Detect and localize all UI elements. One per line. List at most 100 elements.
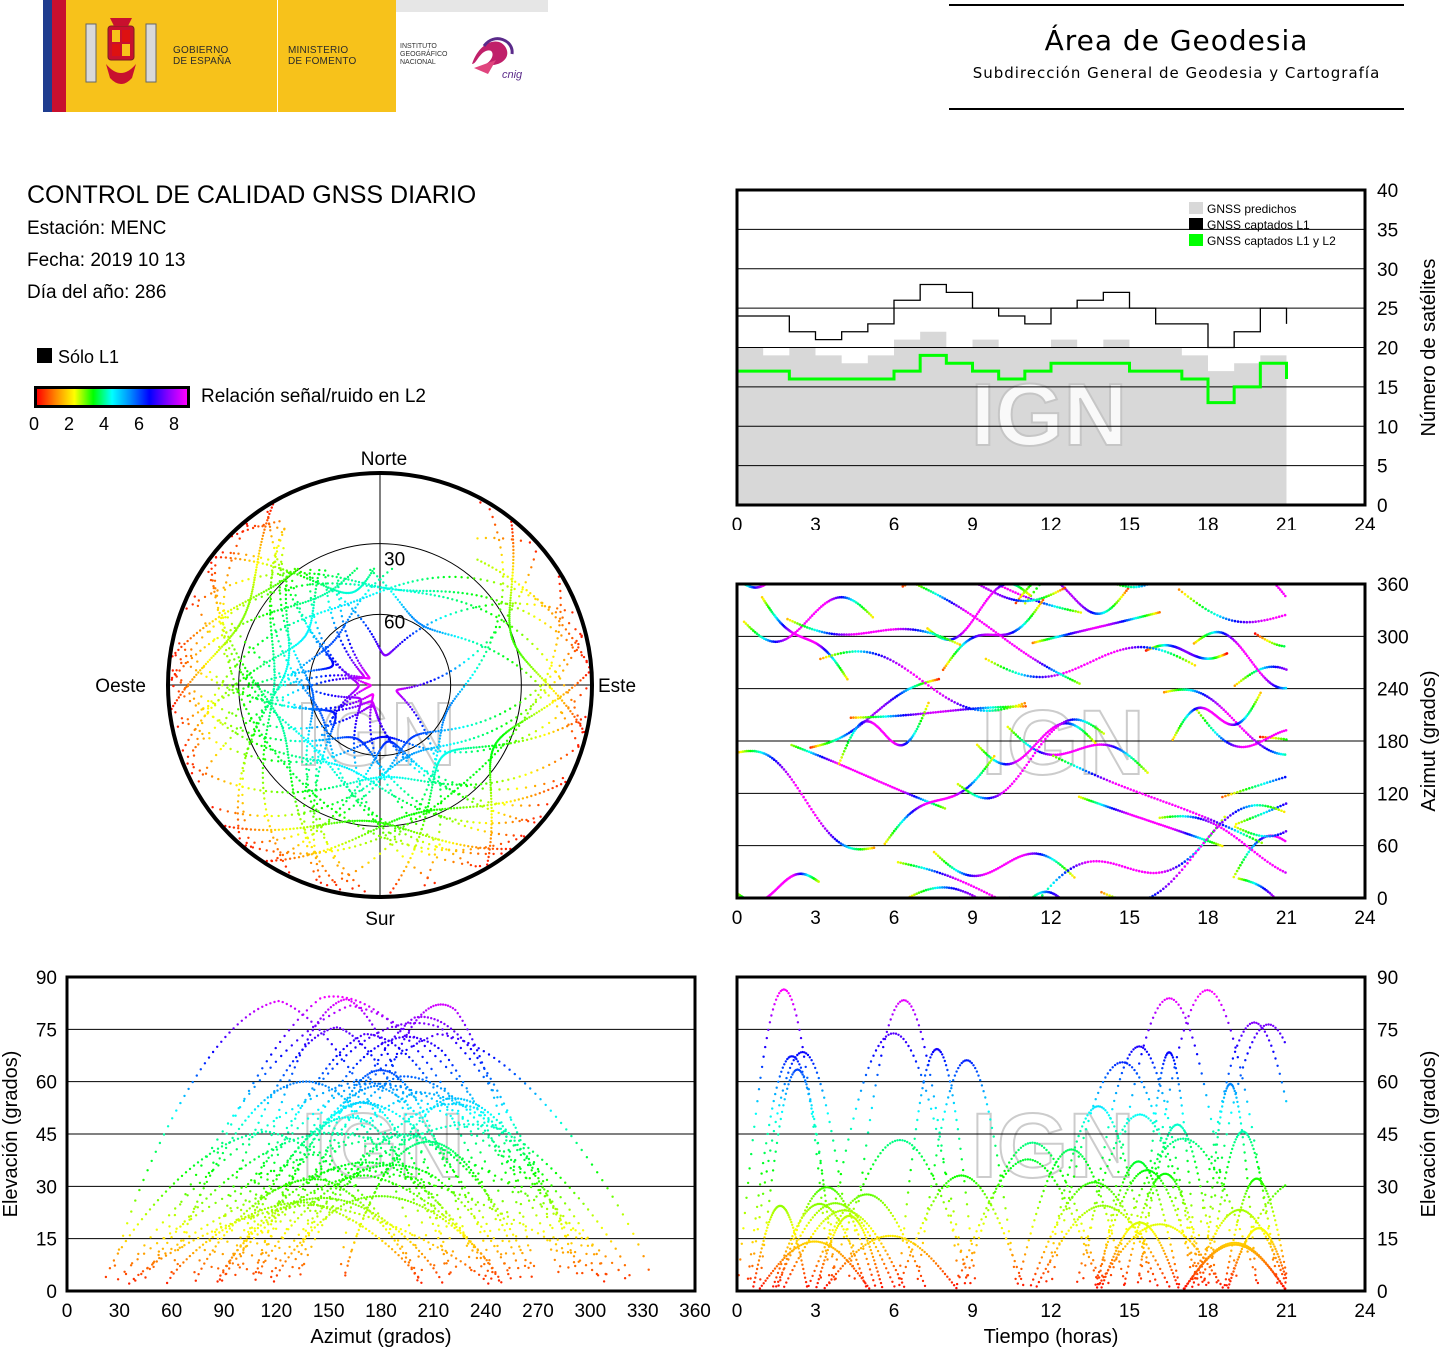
trajectory-point — [385, 1017, 389, 1021]
trajectory-point — [376, 1011, 380, 1014]
trajectory-point — [973, 616, 977, 619]
trajectory-point — [1061, 865, 1064, 868]
trajectory-point — [418, 1111, 421, 1114]
trajectory-point — [866, 847, 870, 850]
trajectory-point — [483, 1160, 487, 1163]
trajectory-point — [1240, 745, 1243, 749]
trajectory-point — [297, 1233, 300, 1236]
trajectory-point — [977, 888, 981, 891]
trajectory-point — [1238, 745, 1241, 749]
trajectory-point — [1050, 604, 1054, 607]
trajectory-point — [542, 1235, 546, 1238]
trajectory-point — [242, 1247, 245, 1250]
trajectory-point — [819, 657, 822, 661]
trajectory-point — [1017, 672, 1020, 675]
trajectory-point — [234, 1132, 237, 1135]
trajectory-point — [494, 1123, 497, 1127]
trajectory-point — [810, 627, 814, 631]
ministry-line-1: MINISTERIO — [288, 45, 349, 56]
trajectory-point — [295, 1200, 298, 1203]
trajectory-point — [439, 1096, 442, 1100]
trajectory-point — [445, 1097, 448, 1101]
trajectory-point — [888, 784, 892, 788]
trajectory-point — [302, 1144, 305, 1147]
trajectory-point — [999, 865, 1002, 869]
trajectory-point — [904, 627, 907, 631]
trajectory-point — [1003, 707, 1006, 711]
trajectory-point — [747, 749, 751, 753]
trajectory-point — [347, 1136, 350, 1139]
trajectory-point — [1183, 865, 1187, 868]
trajectory-point — [1075, 681, 1079, 684]
trajectory-point — [953, 652, 956, 656]
trajectory-point — [1066, 761, 1070, 765]
trajectory-point — [406, 1133, 409, 1136]
trajectory-point — [319, 1178, 322, 1181]
trajectory-point — [532, 1264, 536, 1268]
trajectory-point — [334, 1187, 338, 1190]
trajectory-point — [872, 630, 875, 634]
trajectory-point — [1250, 846, 1254, 849]
trajectory-point — [1213, 731, 1217, 734]
trajectory-point — [367, 1209, 371, 1212]
trajectory-point — [954, 877, 957, 881]
trajectory-point — [427, 1007, 430, 1010]
trajectory-point — [229, 1153, 232, 1156]
trajectory-point — [1230, 716, 1234, 720]
trajectory-point — [1026, 751, 1030, 754]
trajectory-point — [415, 1246, 418, 1249]
trajectory-point — [573, 1250, 577, 1254]
trajectory-point — [182, 1239, 185, 1242]
trajectory-point — [891, 697, 895, 701]
trajectory-point — [433, 1044, 436, 1047]
trajectory-point — [429, 1263, 432, 1266]
trajectory-point — [929, 590, 933, 593]
trajectory-point — [490, 1120, 494, 1123]
trajectory-point — [1041, 735, 1045, 738]
trajectory-point — [345, 1190, 348, 1193]
trajectory-point — [422, 1011, 425, 1014]
trajectory-point — [223, 1158, 226, 1162]
trajectory-point — [349, 1004, 352, 1007]
trajectory-point — [1212, 819, 1216, 823]
only-l1-swatch — [37, 348, 52, 363]
trajectory-point — [483, 1067, 486, 1071]
trajectory-point — [323, 1184, 327, 1187]
trajectory-point — [859, 848, 862, 851]
trajectory-point — [1212, 699, 1215, 703]
trajectory-point — [451, 1109, 454, 1112]
trajectory-point — [874, 652, 878, 656]
trajectory-point — [1265, 781, 1269, 784]
trajectory-point — [1005, 706, 1009, 710]
trajectory-point — [197, 1273, 200, 1276]
trajectory-point — [242, 1099, 246, 1103]
trajectory-point — [1280, 644, 1284, 648]
trajectory-point — [990, 870, 994, 873]
trajectory-point — [760, 596, 764, 599]
trajectory-point — [439, 1080, 442, 1084]
y-tick-label: 30 — [1377, 260, 1398, 281]
trajectory-point — [886, 838, 890, 841]
header-grey-bar — [396, 0, 548, 12]
trajectory-point — [454, 1008, 457, 1012]
trajectory-point — [480, 1167, 484, 1170]
trajectory-point — [1259, 691, 1262, 695]
trajectory-point — [220, 1040, 223, 1043]
trajectory-point — [1079, 719, 1083, 722]
trajectory-point — [1270, 665, 1273, 669]
trajectory-point — [944, 696, 948, 699]
trajectory-point — [311, 1221, 314, 1224]
trajectory-point — [1151, 647, 1155, 650]
trajectory-point — [522, 1215, 525, 1218]
trajectory-point — [192, 1207, 196, 1210]
trajectory-point — [1050, 730, 1053, 733]
trajectory-point — [469, 1047, 473, 1051]
trajectory-point — [302, 1201, 306, 1204]
trajectory-point — [505, 1222, 509, 1225]
trajectory-point — [416, 1209, 419, 1212]
trajectory-point — [840, 756, 843, 759]
trajectory-point — [327, 1183, 330, 1186]
trajectory-point — [366, 1206, 369, 1209]
trajectory-point — [421, 1078, 424, 1081]
trajectory-point — [403, 1138, 406, 1142]
